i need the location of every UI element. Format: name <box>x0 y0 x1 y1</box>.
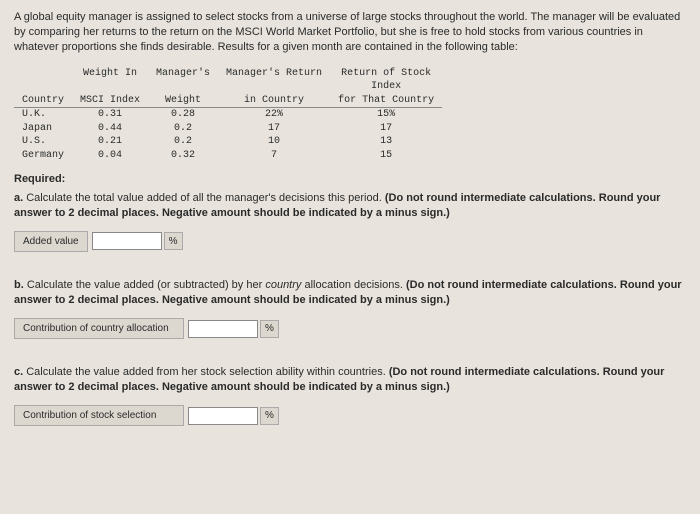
cell: 10 <box>218 135 330 149</box>
cell: 0.32 <box>148 149 218 163</box>
cell: 0.28 <box>148 108 218 122</box>
cell: 17 <box>330 122 442 136</box>
percent-unit: % <box>164 232 183 250</box>
cell: 0.21 <box>72 135 148 149</box>
col-header: Weight <box>148 94 218 108</box>
cell: U.K. <box>14 108 72 122</box>
cell: 7 <box>218 149 330 163</box>
cell: 13 <box>330 135 442 149</box>
col-header: in Country <box>218 94 330 108</box>
cell: Germany <box>14 149 72 163</box>
col-header: Country <box>14 94 72 108</box>
cell: 17 <box>218 122 330 136</box>
cell: 0.44 <box>72 122 148 136</box>
cell: 0.31 <box>72 108 148 122</box>
table-row: Japan 0.44 0.2 17 17 <box>14 122 442 136</box>
col-header: Weight In <box>72 67 148 81</box>
q-emph: country <box>265 279 301 291</box>
question-a: a. Calculate the total value added of al… <box>14 191 686 221</box>
percent-unit: % <box>260 320 279 338</box>
col-header: Return of Stock <box>330 67 442 81</box>
cell: 0.2 <box>148 135 218 149</box>
cell: 0.2 <box>148 122 218 136</box>
data-table: Weight In Manager's Manager's Return Ret… <box>14 67 442 163</box>
percent-unit: % <box>260 407 279 425</box>
country-alloc-input[interactable] <box>188 320 258 338</box>
cell: 15 <box>330 149 442 163</box>
q-text: allocation decisions. <box>301 279 406 291</box>
q-text: Calculate the total value added of all t… <box>26 192 385 204</box>
q-text: Calculate the value added (or subtracted… <box>27 279 265 291</box>
added-value-label: Added value <box>14 231 88 253</box>
cell: U.S. <box>14 135 72 149</box>
col-header: Manager's <box>148 67 218 81</box>
cell: 0.04 <box>72 149 148 163</box>
table-row: U.S. 0.21 0.2 10 13 <box>14 135 442 149</box>
country-alloc-label: Contribution of country allocation <box>14 318 184 340</box>
stock-selection-input[interactable] <box>188 407 258 425</box>
q-prefix: b. <box>14 279 27 291</box>
intro-text: A global equity manager is assigned to s… <box>14 10 686 55</box>
cell: 15% <box>330 108 442 122</box>
added-value-input[interactable] <box>92 232 162 250</box>
question-c: c. Calculate the value added from her st… <box>14 365 686 395</box>
cell: 22% <box>218 108 330 122</box>
table-row: U.K. 0.31 0.28 22% 15% <box>14 108 442 122</box>
col-header: Manager's Return <box>218 67 330 81</box>
q-text: Calculate the value added from her stock… <box>26 366 389 378</box>
question-b: b. Calculate the value added (or subtrac… <box>14 278 686 308</box>
required-label: Required: <box>14 172 686 187</box>
col-header: MSCI Index <box>72 94 148 108</box>
col-header: Index <box>330 80 442 94</box>
table-row: Germany 0.04 0.32 7 15 <box>14 149 442 163</box>
q-prefix: c. <box>14 366 26 378</box>
q-prefix: a. <box>14 192 26 204</box>
cell: Japan <box>14 122 72 136</box>
col-header: for That Country <box>330 94 442 108</box>
stock-selection-label: Contribution of stock selection <box>14 405 184 427</box>
